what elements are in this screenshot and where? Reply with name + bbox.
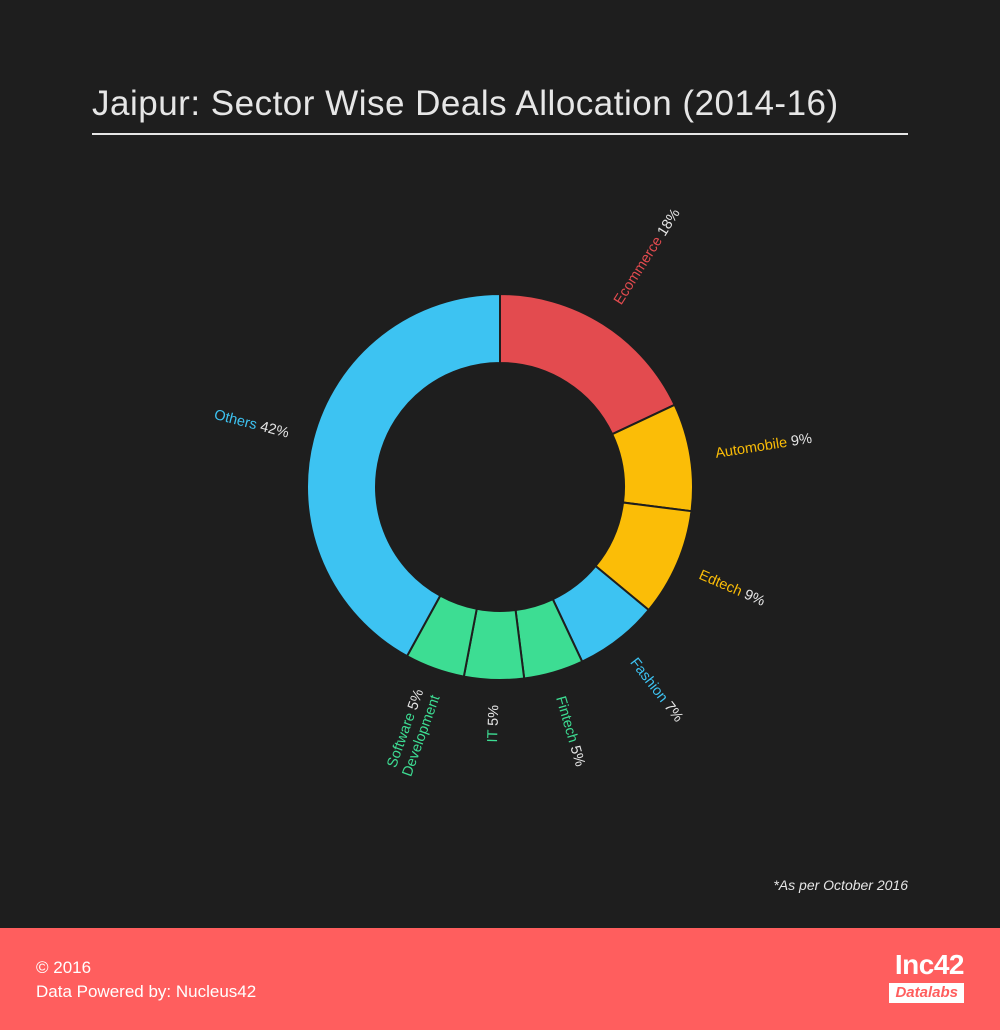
slice-ecommerce	[499, 292, 676, 436]
donut-chart: Ecommerce 18% Automobile 9% Edtech 9% Fashi…	[212, 206, 813, 779]
label-it: IT 5%	[485, 705, 502, 743]
footer-bar: © 2016 Data Powered by: Nucleus42 Inc42 …	[0, 928, 1000, 1030]
brand-sub: Datalabs	[889, 983, 964, 1003]
label-automobile: Automobile 9%	[714, 431, 813, 462]
page-title: Jaipur: Sector Wise Deals Allocation (20…	[92, 84, 839, 123]
slice-others	[306, 292, 501, 658]
copyright-text: © 2016	[36, 958, 92, 977]
data-source-text: Data Powered by: Nucleus42	[36, 982, 257, 1001]
footnote: *As per October 2016	[773, 877, 908, 893]
label-others: Others 42%	[212, 407, 290, 442]
brand-logo: Inc42 Datalabs	[872, 949, 965, 1010]
label-ecommerce: Ecommerce 18%	[611, 206, 684, 308]
label-fashion: Fashion 7%	[626, 655, 686, 725]
label-fintech: Fintech 5%	[552, 694, 588, 768]
label-software-development: Software 5%Development	[383, 687, 443, 779]
title-divider	[92, 133, 908, 135]
label-edtech: Edtech 9%	[696, 567, 767, 610]
brand-name: Inc42	[894, 949, 965, 980]
